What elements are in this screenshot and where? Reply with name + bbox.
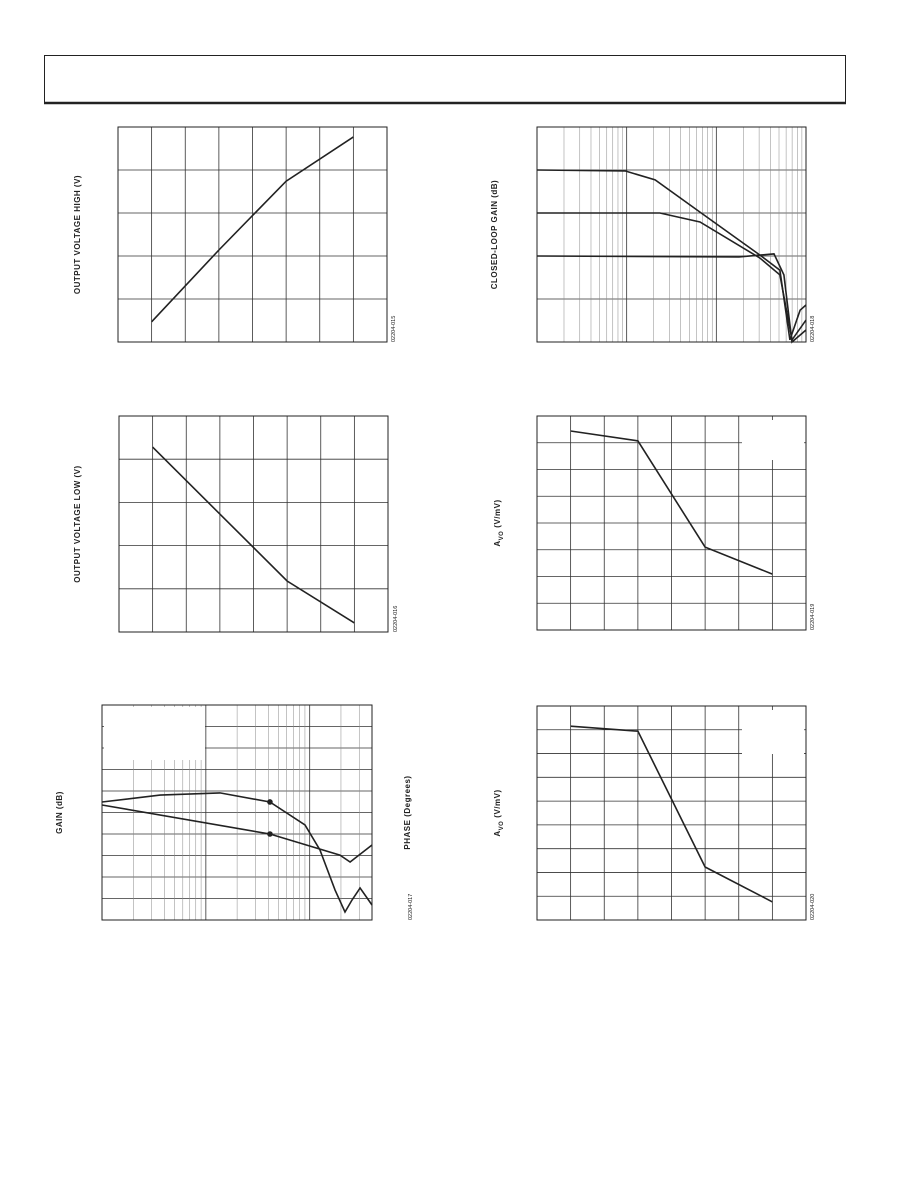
plot-frame xyxy=(536,705,807,921)
data-point xyxy=(267,831,273,837)
y-axis-label-text: A xyxy=(493,830,502,836)
plot-frame xyxy=(117,126,388,343)
plot-frame xyxy=(536,415,807,631)
chart: CLOSED-LOOP GAIN (dB) 02204-018 xyxy=(490,126,816,344)
y-axis-label: OUTPUT VOLTAGE HIGH (V) xyxy=(73,175,82,294)
figure-id: 02204-020 xyxy=(810,894,816,920)
y-axis-label-sub: VO xyxy=(499,821,505,831)
legend-area xyxy=(104,707,205,760)
y-axis-label-text: GAIN (dB) xyxy=(55,791,64,834)
plot-frame xyxy=(118,415,389,633)
plot-frame xyxy=(536,126,807,343)
data-line xyxy=(101,792,373,914)
figure-id: 02204-015 xyxy=(391,316,397,342)
legend-area xyxy=(742,420,804,460)
y-axis-label-text: OUTPUT VOLTAGE LOW (V) xyxy=(73,465,82,582)
y-axis-label-unit: (V/mV) xyxy=(493,499,502,527)
y-axis-label-sub: VO xyxy=(499,531,505,541)
plot-frame xyxy=(101,704,373,921)
y-axis-label: GAIN (dB) xyxy=(55,791,64,834)
chart: AVO (V/mV) 02204-020 xyxy=(493,705,816,921)
y-axis-label-text: CLOSED-LOOP GAIN (dB) xyxy=(490,180,499,289)
y2-axis-label: PHASE (Degrees) xyxy=(403,775,412,849)
data-line xyxy=(101,804,373,863)
chart: OUTPUT VOLTAGE LOW (V) 02204-016 xyxy=(73,415,399,633)
figure-id: 02204-017 xyxy=(408,894,414,920)
y-axis-label: AVO (V/mV) xyxy=(493,499,505,546)
data-line xyxy=(570,725,773,903)
y-axis-label: AVO (V/mV) xyxy=(493,789,505,836)
y-axis-label: CLOSED-LOOP GAIN (dB) xyxy=(490,180,499,289)
chart: AVO (V/mV) 02204-019 xyxy=(493,415,816,631)
data-line xyxy=(537,212,807,342)
figure-id: 02204-019 xyxy=(810,604,816,630)
y-axis-label-text: A xyxy=(493,540,502,546)
y-axis-label-unit: (V/mV) xyxy=(493,789,502,817)
data-line xyxy=(151,136,354,323)
data-line xyxy=(536,253,807,344)
figure-id: 02204-016 xyxy=(393,606,399,632)
data-line xyxy=(152,446,355,624)
chart: GAIN (dB) PHASE (Degrees) 02204-017 xyxy=(55,704,414,921)
y-axis-label-text: OUTPUT VOLTAGE HIGH (V) xyxy=(73,175,82,294)
y-axis-label: OUTPUT VOLTAGE LOW (V) xyxy=(73,465,82,582)
chart: OUTPUT VOLTAGE HIGH (V) 02204-015 xyxy=(73,126,397,343)
data-point xyxy=(267,799,273,805)
header-box xyxy=(44,55,846,104)
data-line xyxy=(570,430,773,575)
figure-id: 02204-018 xyxy=(810,316,816,342)
legend-area xyxy=(742,710,804,754)
